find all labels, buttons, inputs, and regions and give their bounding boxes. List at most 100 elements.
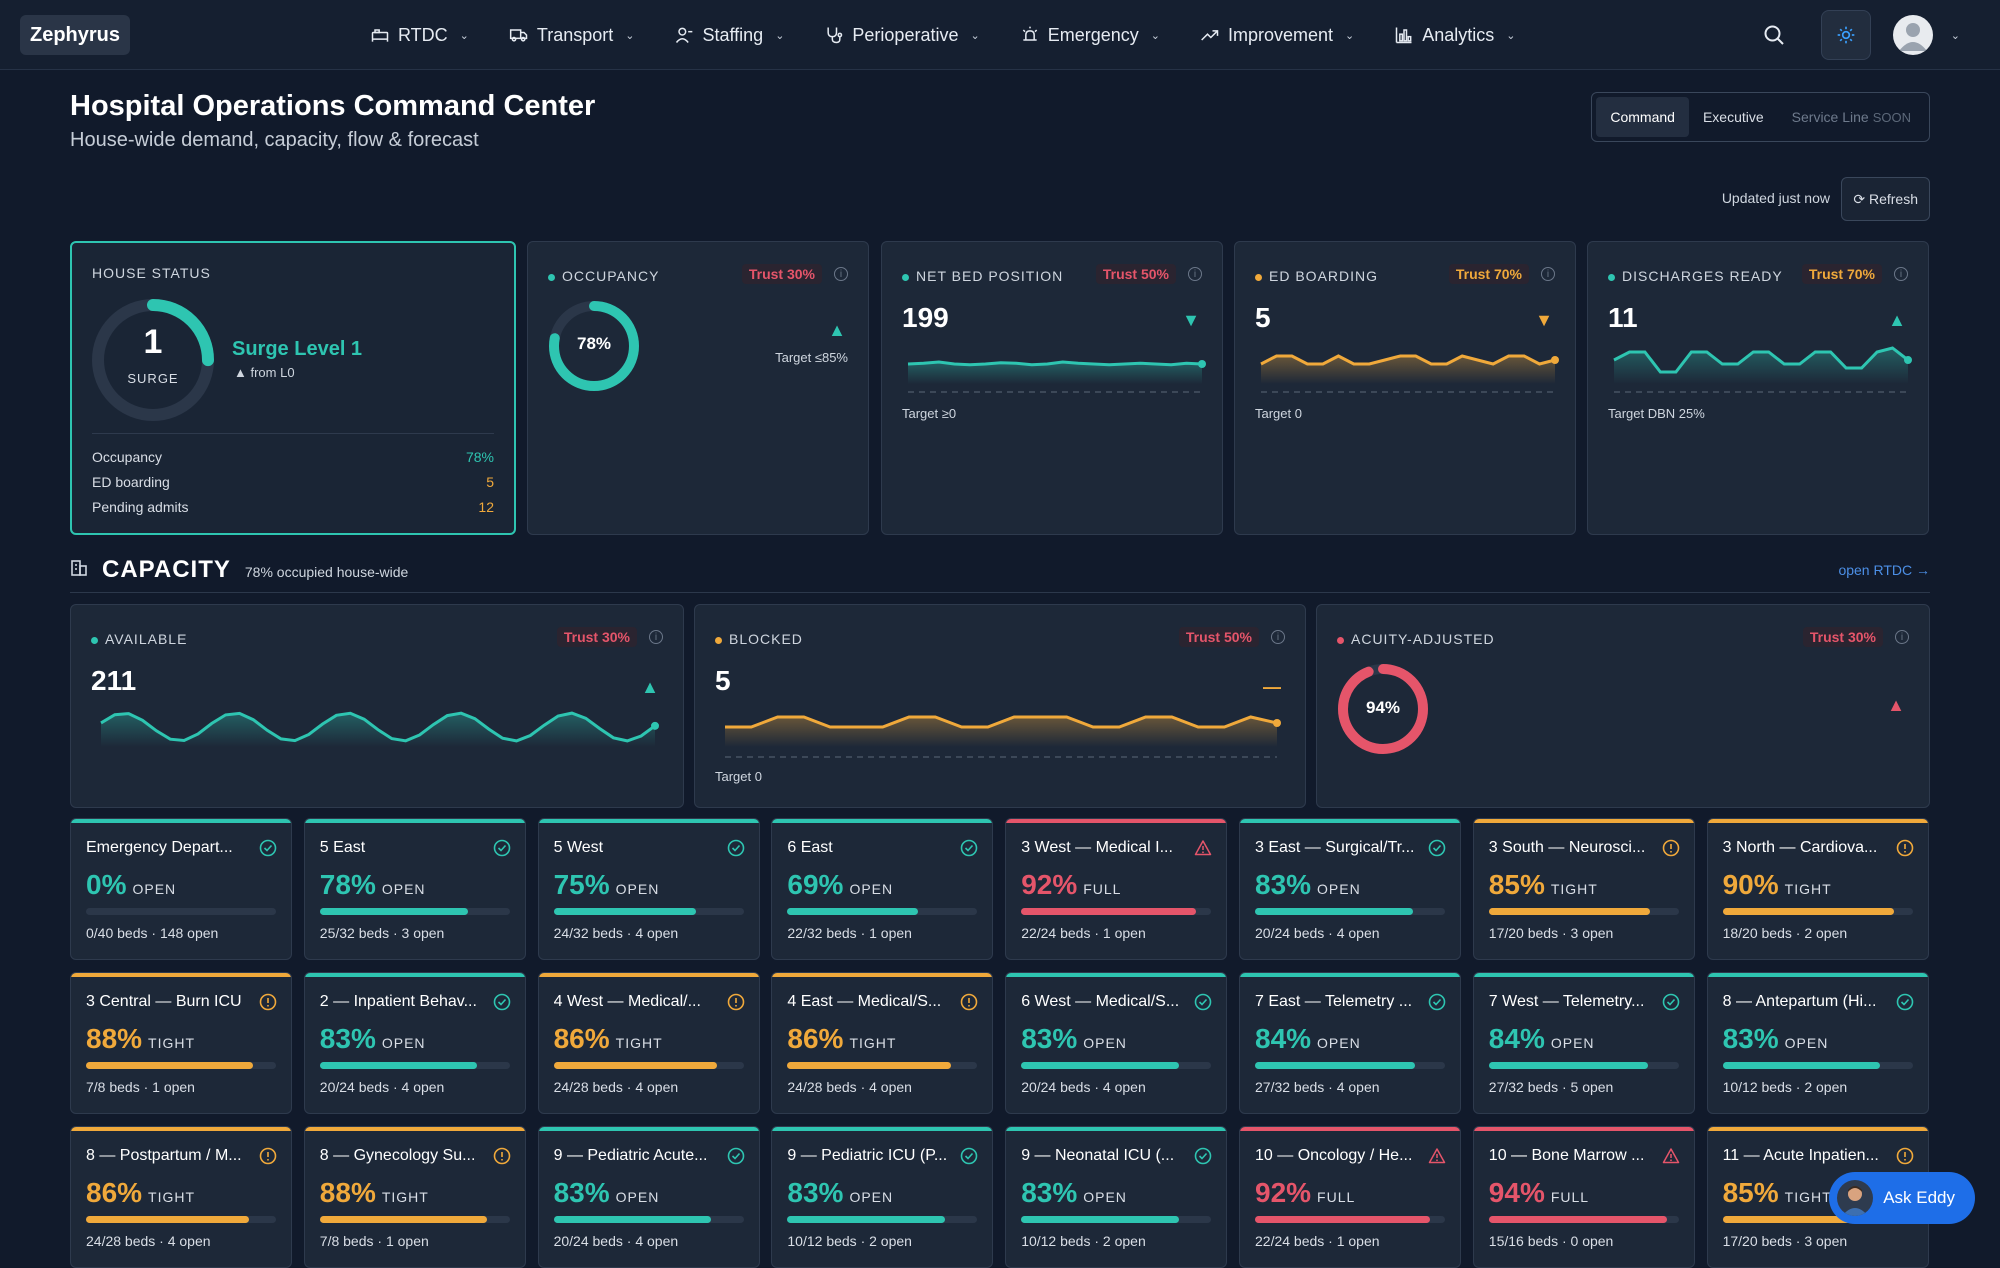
refresh-button[interactable]: ⟳ Refresh [1841,177,1930,221]
unit-card[interactable]: 5 East 78% OPEN 25/32 beds · 3 open [303,818,526,960]
unit-card[interactable]: 5 West 75% OPEN 24/32 beds · 4 open [537,818,760,960]
info-icon[interactable]: i [1895,630,1909,644]
unit-card[interactable]: 10 — Bone Marrow ... 94% FULL 15/16 beds · … [1472,1126,1695,1268]
surge-level-caption: SURGE [127,371,179,386]
unit-card[interactable]: 8 — Gynecology Su... 88% TIGHT 7/8 beds · 1… [303,1126,526,1268]
ed-boarding-sparkline [1260,354,1559,393]
ed-boarding-card[interactable]: ED BOARDING Trust 70% i ▼ 5 Target 0 [1234,241,1576,535]
unit-card[interactable]: 8 — Antepartum (Hi... 83% OPEN 10/12 beds ·… [1706,972,1929,1114]
nav-item-transport[interactable]: Transport ⌄ [509,25,635,46]
unit-card[interactable]: 3 North — Cardiova... 90% TIGHT 18/20 beds … [1706,818,1929,960]
info-icon[interactable]: i [834,267,848,281]
user-menu[interactable]: ⌄ [1892,15,1960,55]
unit-name: 2 — Inpatient Behav... [319,993,477,1010]
unit-percent: 83% [1255,869,1312,900]
occupancy-bar [319,1062,510,1069]
view-command-tab[interactable]: Command [1596,97,1689,137]
unit-card[interactable]: 3 West — Medical I... 92% FULL 22/24 beds ·… [1005,818,1228,960]
occupancy-bar-fill [1488,1062,1649,1069]
kpi-label-text: DISCHARGES READY [1622,268,1783,284]
unit-beds: 20/24 beds · 4 open [553,1233,679,1249]
ask-eddy-button[interactable]: Ask Eddy [1829,1172,1975,1224]
unit-card[interactable]: 10 — Oncology / He... 92% FULL 22/24 beds ·… [1239,1126,1461,1268]
section-divider [70,592,1930,593]
open-rtdc-link[interactable]: open RTDC → [1838,562,1930,578]
unit-card[interactable]: 3 East — Surgical/Tr... 83% OPEN 20/24 beds… [1239,818,1461,960]
nav-item-analytics[interactable]: Analytics ⌄ [1394,25,1515,46]
unit-state: OPEN [1317,881,1361,897]
search-button[interactable] [1749,10,1799,60]
net-bed-position-sparkline-area [908,362,1202,384]
soon-badge: SOON [1872,110,1911,125]
status-strip [1006,1127,1227,1131]
unit-card[interactable]: 6 West — Medical/S... 83% OPEN 20/24 beds ·… [1005,972,1228,1114]
status-strip [71,819,291,823]
unit-occupancy: 83% OPEN [1255,869,1361,901]
unit-occupancy: 83% OPEN [1021,1177,1127,1209]
kpi-value: 199 [902,302,949,333]
unit-card[interactable]: 7 West — Telemetry... 84% OPEN 27/32 beds ·… [1472,972,1695,1114]
surge-level-value: 1 [143,323,163,361]
info-icon[interactable]: i [1188,267,1202,281]
discharges-ready-card[interactable]: DISCHARGES READY Trust 70% i ▲ 11 Target DBN … [1587,241,1929,535]
alert-circle-icon [727,993,744,1011]
info-icon[interactable]: i [649,630,663,644]
unit-card[interactable]: 6 East 69% OPEN 22/32 beds · 1 open [771,818,994,960]
nav-item-staffing[interactable]: Staffing ⌄ [674,25,784,46]
kpi-label-text: NET BED POSITION [916,268,1064,284]
house-status-card[interactable]: HOUSE STATUS 1 SURGE Surge Level 1 ▲ fro… [70,241,516,535]
unit-card[interactable]: 4 East — Medical/S... 86% TIGHT 24/28 beds … [771,972,994,1114]
app-logo[interactable]: Zephyrus [20,15,131,55]
chevron-down-icon: ⌄ [970,29,980,42]
unit-occupancy: 94% FULL [1489,1177,1589,1209]
trend-arrow-icon: ▲ [828,320,846,340]
unit-occupancy: 83% OPEN [1723,1023,1829,1055]
info-icon[interactable]: i [1894,267,1908,281]
status-dot [902,273,909,281]
unit-card[interactable]: 9 — Neonatal ICU (... 83% OPEN 10/12 beds ·… [1005,1126,1228,1268]
check-circle-icon [493,839,511,857]
unit-state: TIGHT [615,1035,663,1051]
status-strip [772,973,993,977]
unit-name: 11 — Acute Inpatien... [1722,1147,1879,1164]
unit-card[interactable]: 7 East — Telemetry ... 84% OPEN 27/32 beds … [1239,972,1461,1114]
unit-state: OPEN [1550,1035,1595,1051]
occupancy-card[interactable]: OCCUPANCY Trust 30% i ▲ 78% Target ≤85% [527,241,869,535]
available-card[interactable]: AVAILABLE Trust 30% i ▲ 211 [70,604,684,808]
theme-toggle-button[interactable] [1820,10,1871,60]
unit-card[interactable]: 8 — Postpartum / M... 86% TIGHT 24/28 beds … [70,1126,292,1268]
net-bed-position-card[interactable]: NET BED POSITION Trust 50% i ▼ 199 Target ≥0 [881,241,1223,535]
acuity-adjusted-card[interactable]: ACUITY-ADJUSTED Trust 30% i ▲ 94% [1316,604,1930,808]
unit-state: TIGHT [849,1035,897,1051]
unit-card[interactable]: 3 South — Neurosci... 85% TIGHT 17/20 beds … [1472,818,1695,960]
unit-occupancy: 90% TIGHT [1723,869,1832,901]
check-circle-icon [1194,993,1212,1011]
unit-percent: 88% [86,1023,143,1054]
view-executive-tab[interactable]: Executive [1702,109,1764,125]
unit-state: OPEN [381,1035,426,1051]
nav-item-emergency[interactable]: Emergency ⌄ [1020,25,1160,46]
check-circle-icon [727,1147,744,1165]
net-bed-position-label: NET BED POSITION [902,268,1063,284]
unit-card[interactable]: Emergency Depart... 0% OPEN 0/40 beds · 148… [70,818,292,960]
unit-name: 9 — Pediatric ICU (P... [787,1147,948,1164]
occupancy-bar [86,908,276,915]
nav-item-rtdc[interactable]: RTDC ⌄ [370,25,469,46]
unit-card[interactable]: 9 — Pediatric ICU (P... 83% OPEN 10/12 beds… [771,1126,994,1268]
unit-card[interactable]: 4 West — Medical/... 86% TIGHT 24/28 beds ·… [537,972,760,1114]
chevron-down-icon: ⌄ [625,29,635,42]
unit-card[interactable]: 3 Central — Burn ICU 88% TIGHT 7/8 beds · 1… [70,972,292,1114]
main-nav: RTDC ⌄ Transport ⌄ Staffing ⌄ Perioperative ⌄ Em… [370,0,1515,70]
unit-card[interactable]: 9 — Pediatric Acute... 83% OPEN 20/24 beds … [537,1126,760,1268]
nav-item-perioperative[interactable]: Perioperative ⌄ [824,25,980,46]
target-text: Target DBN 25% [1608,406,1705,421]
unit-card[interactable]: 2 — Inpatient Behav... 83% OPEN 20/24 beds … [303,972,526,1114]
info-icon[interactable]: i [1271,630,1285,644]
unit-occupancy: 69% OPEN [787,869,893,901]
nav-item-improvement[interactable]: Improvement ⌄ [1200,25,1354,46]
unit-card[interactable]: 11 — Acute Inpatien... 85% TIGHT 17/20 beds… [1706,1126,1929,1268]
blocked-card[interactable]: BLOCKED Trust 50% i — 5 Target 0 [694,604,1306,808]
page-subtitle: House-wide demand, capacity, flow & fore… [70,129,479,151]
unit-beds: 18/20 beds · 2 open [1722,925,1848,941]
info-icon[interactable]: i [1541,267,1555,281]
